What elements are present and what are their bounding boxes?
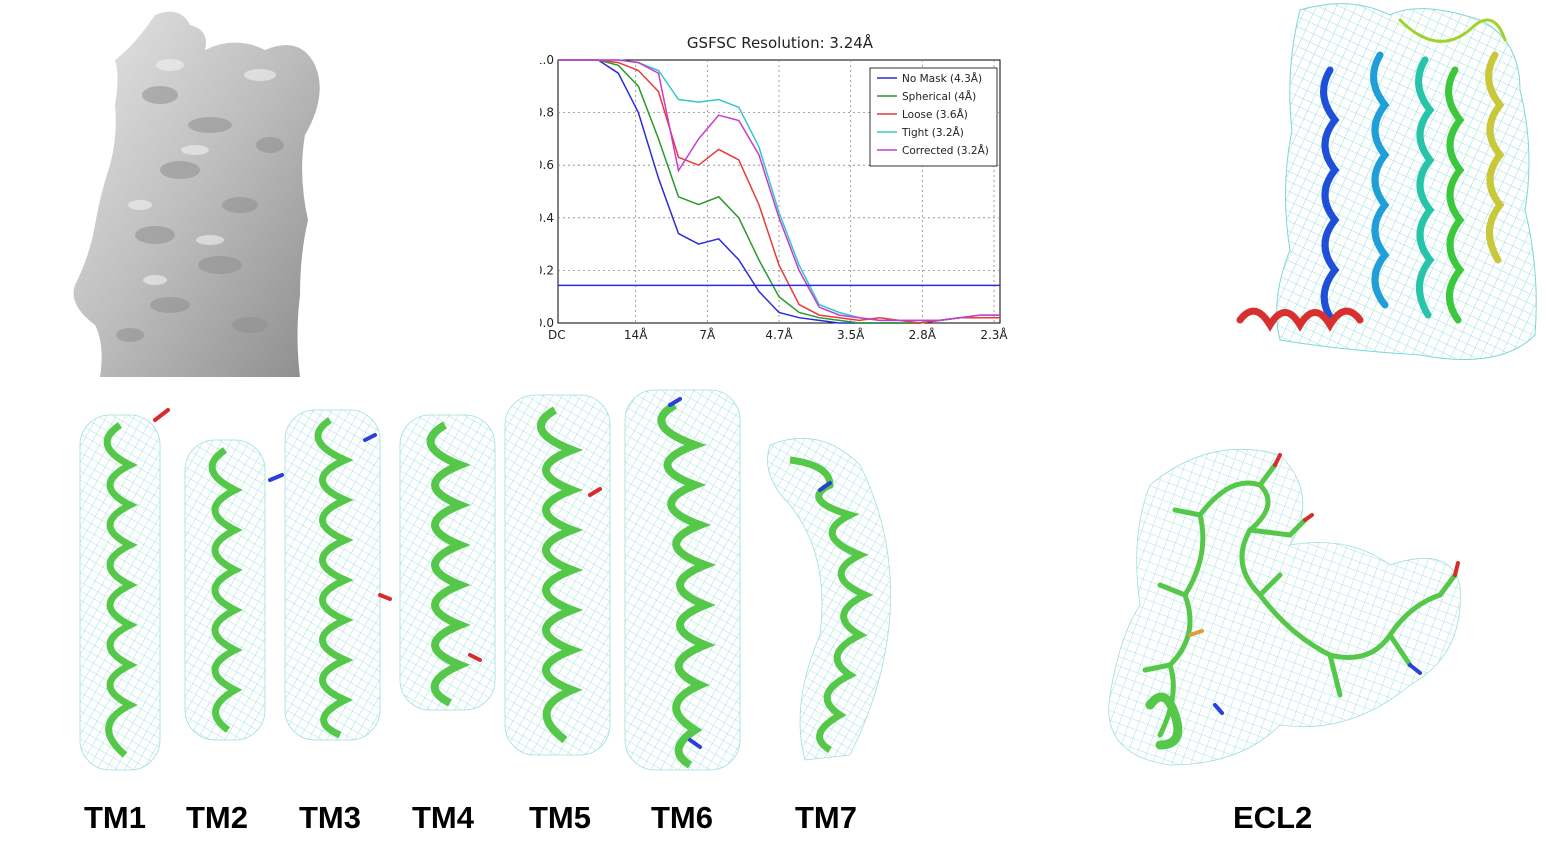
legend: No Mask (4.3Å) Spherical (4Å) Loose (3.6Å)…: [869, 67, 998, 167]
legend-entry: No Mask (4.3Å): [902, 72, 982, 85]
fsc-curve-4: [558, 59, 1000, 322]
y-tick-label: 0.0: [540, 316, 554, 330]
y-tick-labels: 0.0 0.2 0.4 0.6 0.8 1.0: [540, 53, 554, 330]
y-tick-label: 1.0: [540, 53, 554, 67]
y-tick-label: 0.8: [540, 106, 554, 120]
fsc-curve-2: [558, 59, 1000, 324]
x-tick-label: DC: [548, 328, 566, 342]
x-tick-label: 14Å: [624, 327, 648, 342]
x-tick-label: 3.5Å: [837, 327, 865, 342]
density-highlights: [128, 59, 276, 285]
density-map-image: [73, 11, 320, 377]
helix-tm6: [624, 389, 741, 771]
mesh-envelope: [1276, 3, 1537, 360]
ribbon-model-image: [1236, 3, 1537, 360]
label-tm3: TM3: [299, 800, 361, 835]
x-tick-label: 2.3Å: [980, 327, 1008, 342]
label-tm4: TM4: [412, 800, 474, 835]
density-surface: [73, 11, 320, 377]
label-tm1: TM1: [84, 800, 146, 835]
helix-tm7: [767, 437, 891, 761]
fsc-curves: [558, 59, 1000, 324]
label-ecl2: ECL2: [1233, 800, 1313, 835]
legend-entry: Tight (3.2Å): [901, 126, 964, 139]
label-tm7: TM7: [795, 800, 857, 835]
x-tick-label: 4.7Å: [765, 327, 793, 342]
helix-tm3: [284, 409, 381, 741]
tm-helices-image: [79, 389, 891, 771]
atom-highlights: [153, 397, 832, 749]
y-tick-label: 0.6: [540, 158, 554, 172]
helix-ribbons: [1236, 18, 1507, 332]
helix-tm1: [79, 414, 161, 771]
label-tm2: TM2: [186, 800, 248, 835]
helix-tm2: [184, 439, 266, 741]
x-tick-label: 2.8Å: [909, 327, 937, 342]
x-tick-labels: DC 14Å 7Å 4.7Å 3.5Å 2.8Å 2.3Å: [548, 327, 1008, 342]
label-tm6: TM6: [651, 800, 713, 835]
legend-entry: Spherical (4Å): [902, 90, 976, 103]
helix-tm4: [399, 414, 496, 711]
x-tick-label: 7Å: [699, 327, 716, 342]
y-tick-label: 0.4: [540, 211, 554, 225]
legend-entry: Loose (3.6Å): [902, 108, 968, 121]
ecl2-atoms: [1188, 453, 1460, 715]
ecl2-image: [1108, 448, 1461, 766]
y-tick-label: 0.2: [540, 263, 554, 277]
ecl2-mesh: [1108, 448, 1461, 766]
fsc-chart: GSFSC Resolution: 3.24Å 0.0 0.2 0.4 0.6 0.8 1…: [540, 33, 1008, 342]
label-tm5: TM5: [529, 800, 591, 835]
helix-tm5: [504, 394, 611, 756]
chart-title: GSFSC Resolution: 3.24Å: [687, 33, 874, 52]
density-shading: [116, 86, 284, 342]
legend-entry: Corrected (3.2Å): [902, 144, 989, 157]
ecl2-sticks: [1142, 462, 1458, 750]
